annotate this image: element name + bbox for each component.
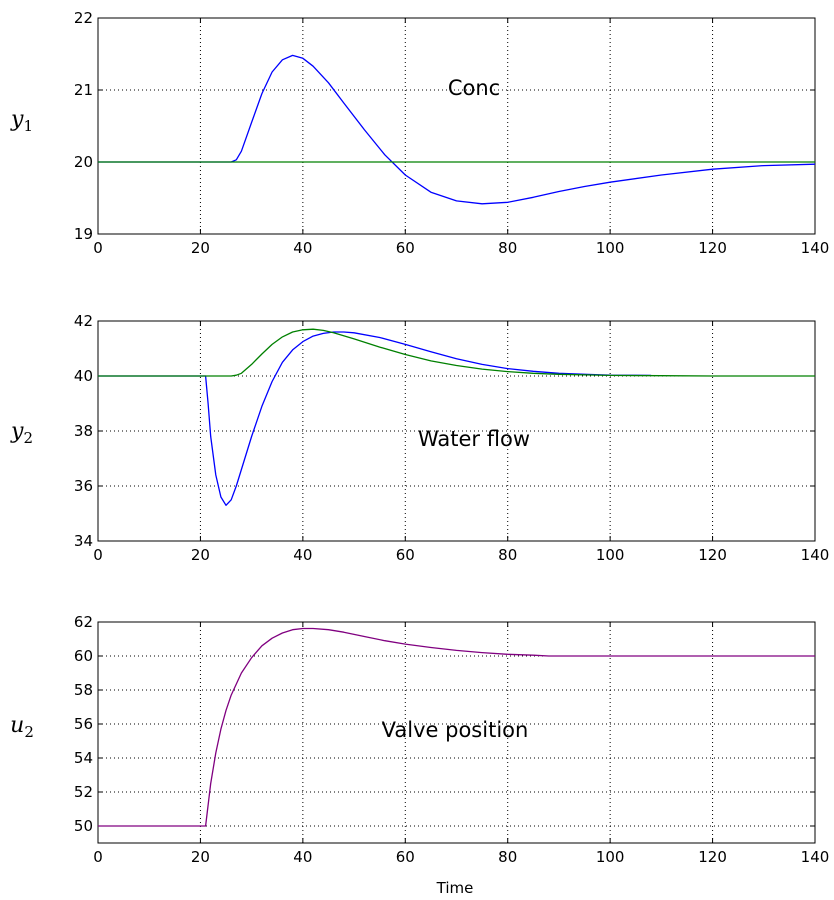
- x-axis-label: Time: [436, 879, 474, 897]
- conc-panel: 0 20 40 60 80 100 120 140 19 20 21 22 y1 Conc: [10, 9, 829, 257]
- y-tick-label: 20: [74, 153, 93, 171]
- x-tick-label: 120: [698, 546, 727, 564]
- x-tick-label: 40: [293, 239, 312, 257]
- annotation-conc: Conc: [448, 76, 500, 100]
- annotation-valve-position: Valve position: [382, 718, 529, 742]
- grid-lines: [97, 320, 816, 542]
- x-tick-label: 100: [596, 546, 625, 564]
- plot-area-frame: [97, 17, 816, 235]
- y-axis-label: u2: [10, 713, 34, 741]
- x-tick-label: 140: [801, 546, 830, 564]
- y-tick-label: 34: [74, 532, 93, 550]
- x-tick-label: 80: [498, 546, 517, 564]
- x-tick-label: 60: [396, 848, 415, 866]
- x-tick-label: 0: [93, 848, 103, 866]
- x-tick-label: 120: [698, 239, 727, 257]
- series-lines: [98, 627, 815, 827]
- x-tick-label: 100: [596, 239, 625, 257]
- series-line-1: [98, 54, 816, 205]
- y-tick-label: 56: [74, 715, 93, 733]
- x-tick-label: 80: [498, 239, 517, 257]
- x-tick-label: 140: [801, 848, 830, 866]
- x-tick-label: 80: [498, 848, 517, 866]
- x-tick-label: 40: [293, 848, 312, 866]
- water-flow-panel: 0 20 40 60 80 100 120 140 34 36 38 40 42 y2 Water f…: [10, 312, 829, 564]
- x-tick-label: 40: [293, 546, 312, 564]
- x-tick-label: 120: [698, 848, 727, 866]
- x-tick-labels: 0 20 40 60 80 100 120 140: [93, 546, 829, 564]
- series-line-1: [98, 331, 652, 506]
- y-tick-label: 50: [74, 817, 93, 835]
- grid-lines: [97, 621, 816, 843]
- x-tick-labels: 0 20 40 60 80 100 120 140: [93, 239, 829, 257]
- series-line-2: [98, 328, 815, 377]
- x-tick-label: 20: [191, 546, 210, 564]
- plot-area-frame: [97, 320, 816, 542]
- y-tick-label: 62: [74, 613, 93, 631]
- plot-area-frame: [97, 621, 816, 844]
- y-tick-label: 40: [74, 367, 93, 385]
- y-tick-label: 21: [74, 81, 93, 99]
- x-tick-label: 0: [93, 546, 103, 564]
- x-tick-label: 0: [93, 239, 103, 257]
- x-tick-label: 140: [801, 239, 830, 257]
- valve-position-panel: 0 20 40 60 80 100 120 140 50 52 54 56 58 60 62 u2 Val…: [10, 613, 829, 897]
- series-line-1: [98, 627, 815, 827]
- y-axis-label: y2: [10, 419, 33, 447]
- y-tick-labels: 34 36 38 40 42: [74, 312, 93, 550]
- y-tick-labels: 50 52 54 56 58 60 62: [74, 613, 93, 835]
- x-tick-label: 20: [191, 848, 210, 866]
- grid-lines: [97, 17, 816, 235]
- x-tick-labels: 0 20 40 60 80 100 120 140: [93, 848, 829, 866]
- x-tick-label: 60: [396, 546, 415, 564]
- annotation-water-flow: Water flow: [418, 427, 530, 451]
- y-tick-label: 36: [74, 477, 93, 495]
- x-tick-label: 20: [191, 239, 210, 257]
- y-tick-label: 42: [74, 312, 93, 330]
- y-tick-label: 52: [74, 783, 93, 801]
- y-tick-labels: 19 20 21 22: [74, 9, 93, 243]
- y-tick-label: 60: [74, 647, 93, 665]
- y-tick-label: 54: [74, 749, 93, 767]
- series-lines: [98, 54, 816, 205]
- x-tick-label: 60: [396, 239, 415, 257]
- y-tick-label: 22: [74, 9, 93, 27]
- y-tick-label: 19: [74, 225, 93, 243]
- series-lines: [98, 328, 815, 506]
- y-tick-label: 58: [74, 681, 93, 699]
- x-tick-label: 100: [596, 848, 625, 866]
- y-axis-label: y1: [10, 107, 33, 135]
- y-tick-label: 38: [74, 422, 93, 440]
